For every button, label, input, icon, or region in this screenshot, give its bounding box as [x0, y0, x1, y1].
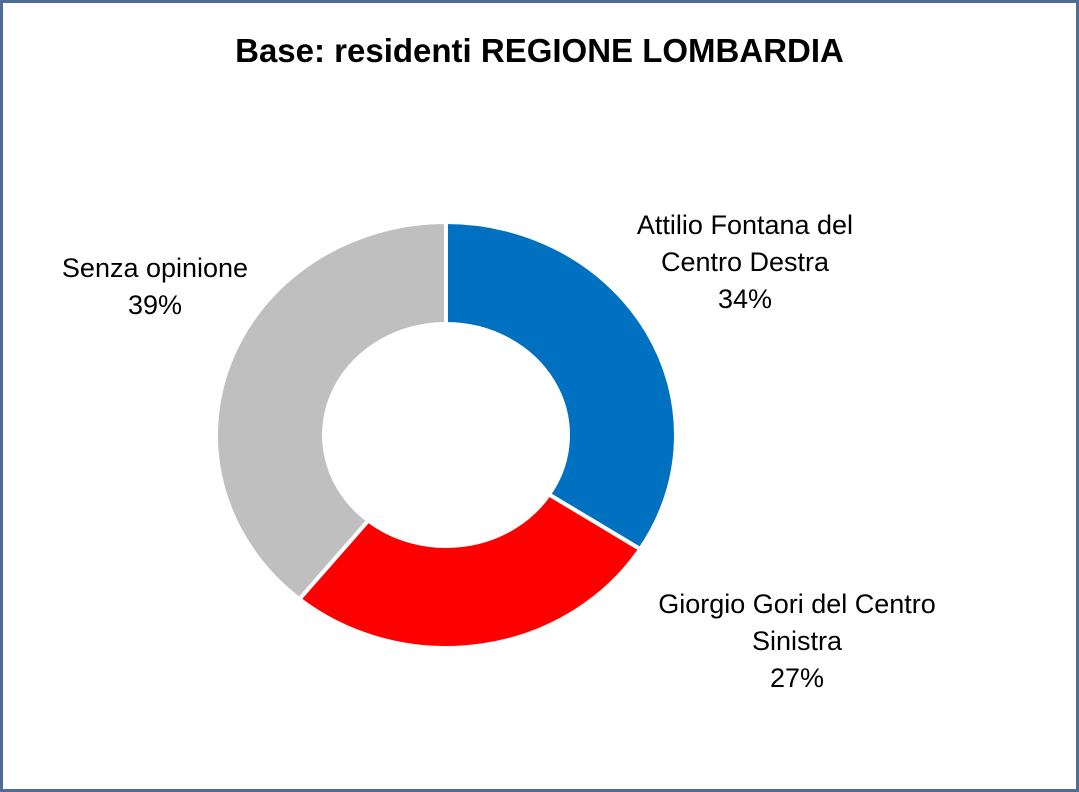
- category-label: Attilio Fontana del Centro Destra: [636, 210, 854, 277]
- value-label: 34%: [717, 284, 773, 314]
- category-label: Senza opinione: [61, 253, 249, 283]
- category-label: Giorgio Gori del Centro Sinistra: [658, 589, 936, 656]
- value-label: 27%: [769, 663, 825, 693]
- donut-slice: [297, 492, 643, 650]
- donut-slice: [214, 220, 448, 602]
- value-label: 39%: [127, 290, 183, 320]
- donut-slice: [444, 220, 678, 552]
- chart-title: Base: residenti REGIONE LOMBARDIA: [235, 32, 844, 69]
